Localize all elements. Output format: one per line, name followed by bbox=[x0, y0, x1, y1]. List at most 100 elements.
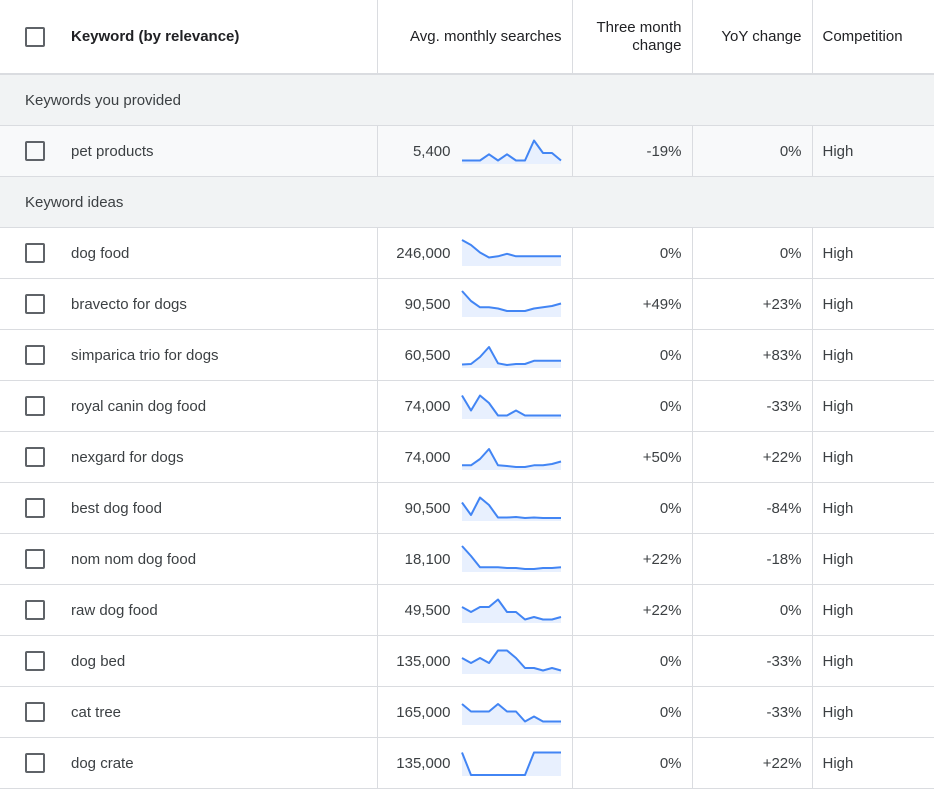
yoy-change: -33% bbox=[692, 635, 813, 687]
keyword-cell: pet products bbox=[0, 125, 378, 177]
row-checkbox[interactable] bbox=[25, 141, 45, 161]
trend-sparkline[interactable] bbox=[460, 697, 562, 727]
header-yoy[interactable]: YoY change bbox=[692, 0, 813, 75]
keyword-text: dog food bbox=[71, 244, 130, 262]
trend-sparkline[interactable] bbox=[460, 493, 562, 523]
row-checkbox[interactable] bbox=[25, 549, 45, 569]
sparkline-line bbox=[460, 496, 561, 519]
sparkline-line bbox=[461, 346, 561, 366]
yoy-change: +83% bbox=[692, 329, 813, 381]
yoy-change: -33% bbox=[692, 380, 813, 432]
keyword-row[interactable]: nom nom dog food 18,100 +22% -18% High bbox=[0, 533, 934, 585]
three-month-change: 0% bbox=[572, 380, 693, 432]
keyword-cell: raw dog food bbox=[0, 584, 378, 636]
yoy-change: 0% bbox=[692, 227, 813, 279]
searches-cell: 165,000 bbox=[377, 686, 573, 738]
sparkline-line bbox=[461, 239, 561, 259]
trend-sparkline[interactable] bbox=[461, 340, 562, 370]
trend-sparkline[interactable] bbox=[461, 136, 562, 166]
sparkline-area bbox=[461, 599, 561, 623]
keyword-cell: dog food bbox=[0, 227, 378, 279]
keyword-row[interactable]: raw dog food 49,500 +22% 0% High bbox=[0, 584, 934, 636]
row-checkbox[interactable] bbox=[25, 345, 45, 365]
keyword-text: nom nom dog food bbox=[71, 550, 197, 568]
select-all-checkbox[interactable] bbox=[25, 26, 45, 47]
sparkline-line bbox=[460, 703, 561, 723]
group-header-ideas: Keyword ideas bbox=[0, 176, 934, 228]
sparkline-area bbox=[461, 650, 561, 674]
competition-value: High bbox=[812, 431, 934, 483]
searches-cell: 135,000 bbox=[377, 737, 573, 789]
keyword-row[interactable]: bravecto for dogs 90,500 +49% +23% High bbox=[0, 278, 934, 330]
three-month-change: 0% bbox=[572, 635, 693, 687]
keyword-cell: nexgard for dogs bbox=[0, 431, 378, 483]
row-checkbox[interactable] bbox=[25, 600, 45, 620]
keyword-row[interactable]: dog crate 135,000 0% +22% High bbox=[0, 737, 934, 789]
row-checkbox[interactable] bbox=[25, 702, 45, 722]
keyword-row[interactable]: dog bed 135,000 0% -33% High bbox=[0, 635, 934, 687]
row-checkbox[interactable] bbox=[25, 447, 45, 467]
sparkline-line bbox=[461, 649, 561, 672]
yoy-change: +23% bbox=[692, 278, 813, 330]
trend-sparkline[interactable] bbox=[461, 238, 562, 268]
yoy-change: +22% bbox=[692, 737, 813, 789]
row-checkbox[interactable] bbox=[25, 243, 45, 263]
searches-cell: 74,000 bbox=[377, 431, 573, 483]
header-keyword[interactable]: Keyword (by relevance) bbox=[0, 0, 378, 75]
keyword-text: bravecto for dogs bbox=[71, 295, 187, 313]
keyword-row[interactable]: simparica trio for dogs 60,500 0% +83% H… bbox=[0, 329, 934, 381]
trend-sparkline[interactable] bbox=[461, 595, 562, 625]
searches-cell: 90,500 bbox=[377, 482, 573, 534]
header-three-month[interactable]: Three month change bbox=[572, 0, 693, 75]
sparkline-area bbox=[461, 704, 561, 725]
keyword-text: cat tree bbox=[71, 703, 122, 721]
keyword-row[interactable]: royal canin dog food 74,000 0% -33% High bbox=[0, 380, 934, 432]
keyword-text: raw dog food bbox=[71, 601, 158, 619]
trend-sparkline[interactable] bbox=[460, 544, 562, 574]
keyword-row[interactable]: nexgard for dogs 74,000 +50% +22% High bbox=[0, 431, 934, 483]
yoy-change: 0% bbox=[692, 125, 813, 177]
trend-sparkline[interactable] bbox=[460, 289, 562, 319]
avg-searches-value: 246,000 bbox=[396, 244, 451, 262]
row-checkbox[interactable] bbox=[25, 651, 45, 671]
competition-value: High bbox=[812, 533, 934, 585]
keyword-text: nexgard for dogs bbox=[71, 448, 184, 466]
keyword-cell: bravecto for dogs bbox=[0, 278, 378, 330]
header-competition[interactable]: Competition bbox=[812, 0, 934, 75]
row-checkbox[interactable] bbox=[25, 498, 45, 518]
avg-searches-value: 135,000 bbox=[396, 652, 451, 670]
row-checkbox[interactable] bbox=[25, 753, 45, 773]
keyword-row[interactable]: best dog food 90,500 0% -84% High bbox=[0, 482, 934, 534]
keyword-cell: nom nom dog food bbox=[0, 533, 378, 585]
avg-searches-value: 5,400 bbox=[412, 142, 451, 160]
trend-sparkline[interactable] bbox=[460, 391, 562, 421]
row-checkbox[interactable] bbox=[25, 294, 45, 314]
row-checkbox[interactable] bbox=[25, 396, 45, 416]
three-month-change: +22% bbox=[572, 533, 693, 585]
yoy-change: 0% bbox=[692, 584, 813, 636]
trend-sparkline[interactable] bbox=[461, 442, 562, 472]
trend-sparkline[interactable] bbox=[461, 646, 562, 676]
trend-sparkline[interactable] bbox=[460, 748, 562, 778]
competition-value: High bbox=[812, 329, 934, 381]
three-month-change: 0% bbox=[572, 482, 693, 534]
competition-value: High bbox=[812, 482, 934, 534]
searches-cell: 90,500 bbox=[377, 278, 573, 330]
header-avg-searches[interactable]: Avg. monthly searches bbox=[377, 0, 573, 75]
sparkline-line bbox=[461, 448, 561, 468]
avg-searches-value: 60,500 bbox=[404, 346, 451, 364]
sparkline-area bbox=[461, 752, 561, 776]
keyword-cell: best dog food bbox=[0, 482, 378, 534]
sparkline-line bbox=[460, 394, 561, 417]
sparkline-area bbox=[461, 140, 561, 164]
keyword-row[interactable]: dog food 246,000 0% 0% High bbox=[0, 227, 934, 279]
keyword-text: royal canin dog food bbox=[71, 397, 207, 415]
sparkline-area bbox=[461, 347, 561, 368]
sparkline-line bbox=[460, 545, 561, 570]
yoy-change: +22% bbox=[692, 431, 813, 483]
searches-cell: 18,100 bbox=[377, 533, 573, 585]
keyword-row[interactable]: pet products 5,400 -19% 0% High bbox=[0, 125, 934, 177]
avg-searches-value: 135,000 bbox=[396, 754, 451, 772]
keyword-row[interactable]: cat tree 165,000 0% -33% High bbox=[0, 686, 934, 738]
avg-searches-value: 74,000 bbox=[404, 448, 451, 466]
